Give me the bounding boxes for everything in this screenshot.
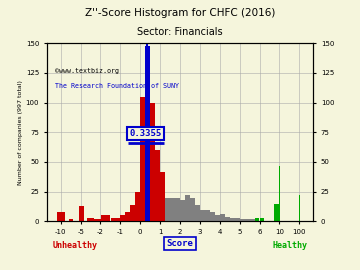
- Bar: [155, 150, 160, 221]
- Bar: [185, 195, 190, 221]
- Text: The Research Foundation of SUNY: The Research Foundation of SUNY: [55, 83, 179, 89]
- Bar: [150, 103, 155, 221]
- Bar: [170, 198, 175, 221]
- Bar: [135, 192, 140, 221]
- Bar: [140, 97, 145, 221]
- Text: Sector: Financials: Sector: Financials: [137, 27, 223, 37]
- Bar: [100, 215, 110, 221]
- Bar: [87, 218, 94, 221]
- Bar: [274, 204, 279, 221]
- Bar: [249, 219, 255, 221]
- Bar: [145, 46, 150, 221]
- Bar: [130, 205, 135, 221]
- Bar: [175, 198, 180, 221]
- Text: Unhealthy: Unhealthy: [52, 241, 97, 250]
- Bar: [205, 210, 210, 221]
- Text: 0.3355: 0.3355: [129, 129, 162, 138]
- Text: Healthy: Healthy: [273, 241, 308, 250]
- Bar: [210, 212, 215, 221]
- Bar: [225, 217, 230, 221]
- Bar: [69, 219, 73, 221]
- Bar: [200, 210, 205, 221]
- Text: ©www.textbiz.org: ©www.textbiz.org: [55, 69, 119, 75]
- Bar: [299, 195, 300, 221]
- Bar: [190, 198, 195, 221]
- Bar: [94, 219, 100, 221]
- Bar: [165, 198, 170, 221]
- Bar: [57, 212, 64, 221]
- Bar: [255, 218, 260, 221]
- Bar: [125, 212, 130, 221]
- Bar: [160, 171, 165, 221]
- Text: Z''-Score Histogram for CHFC (2016): Z''-Score Histogram for CHFC (2016): [85, 8, 275, 18]
- Bar: [220, 214, 225, 221]
- Bar: [240, 219, 244, 221]
- Y-axis label: Number of companies (997 total): Number of companies (997 total): [18, 80, 23, 185]
- Bar: [111, 218, 120, 221]
- Bar: [235, 218, 240, 221]
- Bar: [195, 205, 200, 221]
- Bar: [262, 218, 265, 221]
- Bar: [180, 200, 185, 221]
- Bar: [120, 215, 125, 221]
- Bar: [97, 219, 110, 221]
- Bar: [79, 206, 84, 221]
- Bar: [260, 218, 262, 221]
- Bar: [245, 219, 249, 221]
- X-axis label: Score: Score: [167, 239, 193, 248]
- Bar: [230, 218, 235, 221]
- Bar: [215, 215, 220, 221]
